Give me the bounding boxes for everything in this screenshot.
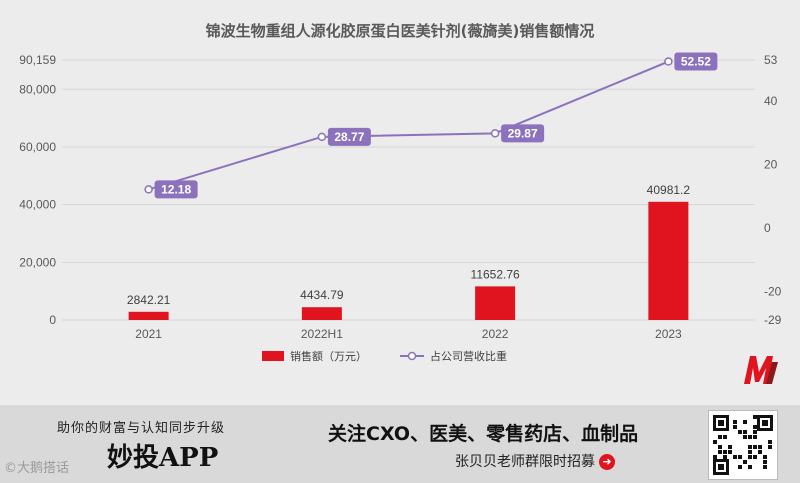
qr-module <box>718 450 722 454</box>
qr-module <box>768 440 772 444</box>
qr-module <box>763 455 767 459</box>
banner-app-name[interactable]: 妙投APP <box>107 443 219 473</box>
m-logo-icon <box>744 356 778 384</box>
legend-line-label: 占公司营收比重 <box>430 349 507 363</box>
qr-module <box>713 455 717 459</box>
y-right-tick-label: -29 <box>764 313 782 327</box>
banner-slogan: 助你的财富与认知同步升级 <box>57 421 226 436</box>
qr-module <box>738 455 742 459</box>
watermark: ©大鹅搭话 <box>4 461 70 476</box>
qr-module <box>743 435 747 439</box>
qr-finder-core <box>718 420 724 426</box>
qr-code-icon[interactable] <box>708 410 778 480</box>
qr-module <box>748 435 752 439</box>
qr-module <box>738 430 742 434</box>
chart-title: 锦波生物重组人源化胶原蛋白医美针剂(薇旖美)销售额情况 <box>206 22 595 40</box>
qr-module <box>753 445 757 449</box>
arrow-right-icon: ➜ <box>599 454 615 470</box>
line-point <box>490 129 500 138</box>
bar-data-label: 11652.76 <box>471 267 520 281</box>
line-data-label: 29.87 <box>508 126 538 140</box>
qr-module <box>743 420 747 424</box>
banner-headline: 关注CXO、医美、零售药店、血制品 <box>328 423 639 445</box>
bar <box>475 286 516 320</box>
line-label-bg <box>674 52 718 71</box>
qr-module <box>758 450 762 454</box>
qr-finder-core <box>718 464 724 470</box>
line-point <box>144 185 153 194</box>
qr-module <box>733 425 737 429</box>
qr-module <box>733 455 737 459</box>
qr-module <box>753 455 757 459</box>
line-label-bg <box>327 127 371 146</box>
x-tick-label: 2022H1 <box>301 327 343 341</box>
qr-module <box>753 430 757 434</box>
banner-subline-wrap[interactable]: 张贝贝老师群限时招募 ➜ <box>455 451 615 471</box>
qr-module <box>748 450 752 454</box>
qr-module <box>748 465 752 469</box>
chart-area: 锦波生物重组人源化胶原蛋白医美针剂(薇旖美)销售额情况 0 20,000 40,000… <box>19 22 782 384</box>
qr-module <box>743 430 747 434</box>
bar-data-label: 4434.79 <box>300 288 344 302</box>
y-right-tick-label: 20 <box>764 158 778 172</box>
qr-module <box>718 435 722 439</box>
y-left-tick-label: 90,159 <box>19 53 56 67</box>
promo-banner: 助你的财富与认知同步升级 妙投APP ©大鹅搭话 关注CXO、医美、零售药店、血… <box>0 405 800 483</box>
line-data-label: 52.52 <box>681 55 711 69</box>
y-left-tick-label: 80,000 <box>19 82 56 96</box>
legend-line-marker <box>407 351 417 361</box>
qr-module <box>743 460 747 464</box>
qr-module <box>733 420 737 424</box>
bar <box>301 307 342 320</box>
bar-data-label: 2842.21 <box>127 293 171 307</box>
qr-module <box>763 460 767 464</box>
line-point <box>664 57 673 66</box>
y-left-tick-label: 60,000 <box>19 140 56 154</box>
line-label-bg <box>501 124 545 143</box>
qr-module <box>753 425 757 429</box>
qr-finder-core <box>762 420 768 426</box>
x-tick-label: 2022 <box>482 327 509 341</box>
y-left-tick-label: 0 <box>49 313 56 327</box>
qr-module <box>753 435 757 439</box>
chart-svg: 锦波生物重组人源化胶原蛋白医美针剂(薇旖美)销售额情况 0 20,000 40,000… <box>19 22 782 363</box>
qr-module <box>753 415 757 419</box>
x-tick-label: 2023 <box>655 327 682 341</box>
bar <box>648 201 689 320</box>
y-right-tick-label: 0 <box>764 221 771 235</box>
qr-module <box>723 435 727 439</box>
y-right-tick-label: -20 <box>764 284 782 298</box>
qr-module <box>713 440 717 444</box>
y-right-tick-label: 40 <box>764 94 778 108</box>
y-right-tick-label: 53 <box>764 53 778 67</box>
x-tick-label: 2021 <box>135 327 162 341</box>
line-data-label: 12.18 <box>161 182 191 196</box>
line-point <box>317 132 327 142</box>
qr-module <box>723 455 727 459</box>
legend-bar-label: 销售额（万元） <box>290 349 367 363</box>
qr-module <box>738 465 742 469</box>
qr-module <box>723 450 727 454</box>
qr-module <box>763 465 767 469</box>
y-left-tick-label: 20,000 <box>19 255 56 269</box>
qr-module <box>758 445 762 449</box>
qr-module <box>728 445 732 449</box>
line-label-bg <box>154 180 198 199</box>
y-left-tick-label: 40,000 <box>19 198 56 212</box>
series-line <box>148 60 669 191</box>
qr-module <box>728 450 732 454</box>
qr-module <box>768 445 772 449</box>
legend-bar-swatch <box>262 351 284 361</box>
qr-module <box>748 455 752 459</box>
banner-subline: 张贝贝老师群限时招募 <box>455 454 595 470</box>
line-data-label: 28.77 <box>334 130 364 144</box>
qr-module <box>748 445 752 449</box>
bar-data-label: 40981.2 <box>647 183 691 197</box>
qr-module <box>718 445 722 449</box>
bar <box>128 311 169 320</box>
